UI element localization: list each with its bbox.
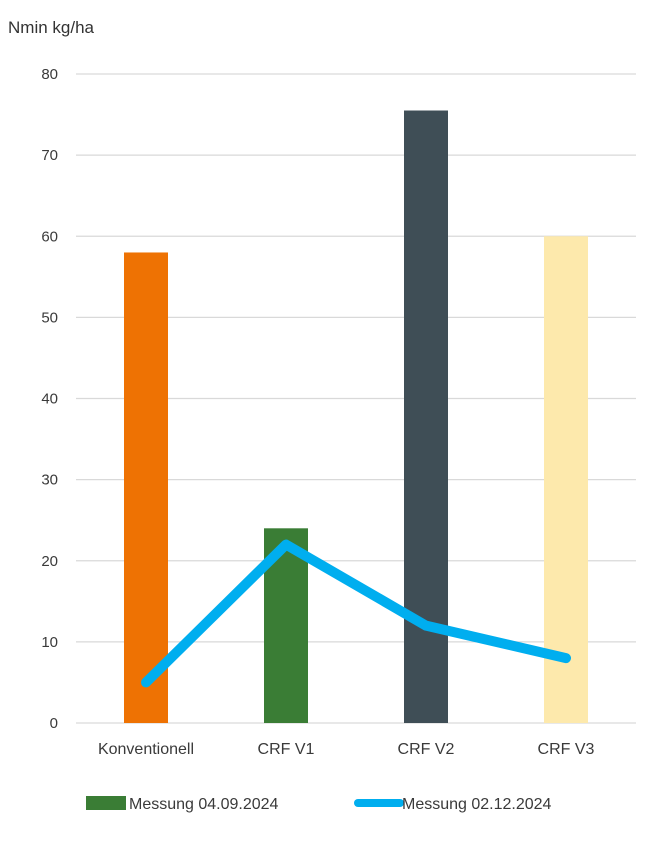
y-tick-labels: 0 10 20 30 40 50 60 70 80 <box>41 66 58 732</box>
x-tick-label: Konventionell <box>98 741 194 758</box>
gridlines <box>76 73 636 724</box>
legend-label-bar: Messung 04.09.2024 <box>129 796 279 813</box>
y-tick-label: 60 <box>41 228 58 245</box>
legend: Messung 04.09.2024 Messung 02.12.2024 <box>86 796 552 813</box>
x-tick-labels: Konventionell CRF V1 CRF V2 CRF V3 <box>98 741 595 758</box>
line-point <box>565 657 567 659</box>
y-tick-label: 40 <box>41 391 58 408</box>
line-point <box>145 681 147 683</box>
y-tick-label: 80 <box>41 66 58 83</box>
x-tick-label: CRF V1 <box>258 741 315 758</box>
bar <box>544 236 588 723</box>
y-tick-label: 70 <box>41 147 58 164</box>
y-tick-label: 30 <box>41 472 58 489</box>
y-tick-label: 10 <box>41 634 58 651</box>
bar <box>124 252 168 723</box>
line-point <box>285 544 287 546</box>
x-tick-label: CRF V3 <box>538 741 595 758</box>
y-tick-label: 0 <box>50 715 58 732</box>
line-point <box>425 625 427 627</box>
legend-swatch-bar <box>86 796 126 810</box>
series-line <box>141 539 571 688</box>
y-tick-label: 20 <box>41 553 58 570</box>
x-tick-label: CRF V2 <box>398 741 455 758</box>
bar-series <box>124 110 588 724</box>
y-tick-label: 50 <box>41 309 58 326</box>
y-axis-title: Nmin kg/ha <box>8 18 95 37</box>
line-series <box>141 539 571 688</box>
legend-label-line: Messung 02.12.2024 <box>402 796 552 813</box>
